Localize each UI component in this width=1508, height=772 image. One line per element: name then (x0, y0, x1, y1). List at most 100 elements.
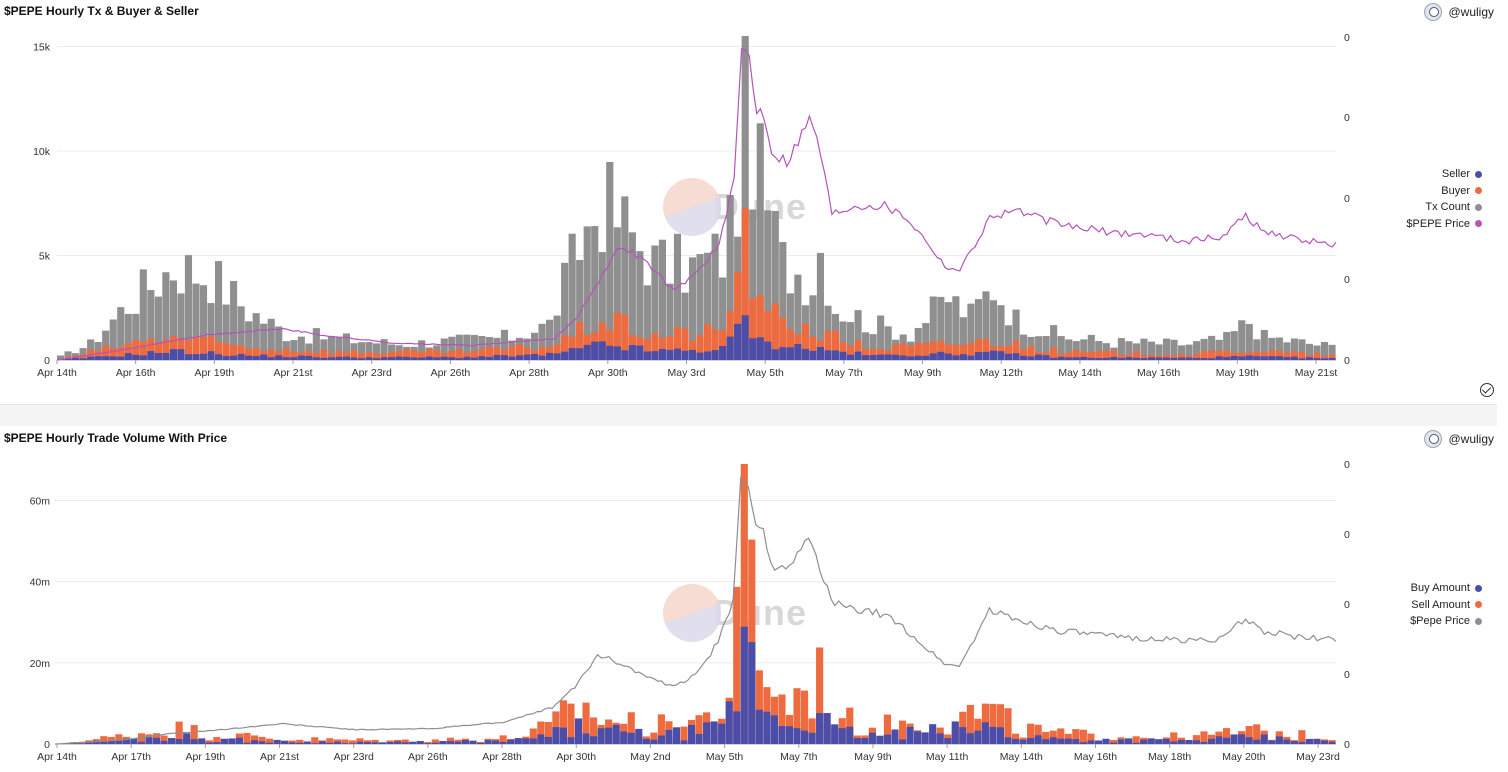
bar (1320, 358, 1329, 360)
bar (132, 340, 140, 360)
bar (162, 339, 170, 360)
bar (982, 291, 990, 360)
bar (1268, 350, 1276, 360)
bar (1298, 339, 1306, 360)
bar (704, 252, 712, 360)
bar (544, 736, 552, 744)
bar (590, 717, 598, 744)
bar (1238, 356, 1246, 360)
bar (154, 342, 162, 360)
bar (258, 741, 266, 744)
bar (380, 353, 388, 360)
bar (553, 344, 561, 360)
bar (1095, 341, 1103, 360)
pepe-price-dot-icon (1475, 617, 1482, 625)
bar (1245, 726, 1253, 744)
bar (199, 285, 208, 360)
legend-item-tx-count[interactable]: Tx Count (1406, 199, 1482, 216)
x-tick-label: Apr 28th (482, 751, 522, 763)
bar (553, 315, 561, 360)
bar (651, 332, 659, 360)
bar (1192, 740, 1200, 744)
bar (666, 349, 674, 360)
bar (673, 233, 682, 360)
bar (1170, 732, 1178, 744)
bar (365, 352, 373, 360)
legend-item-buy-amount[interactable]: Buy Amount (1410, 580, 1482, 597)
bar (213, 737, 221, 744)
legend-item-buyer[interactable]: Buyer (1406, 183, 1482, 200)
bar (72, 358, 80, 360)
bar (87, 356, 95, 360)
bar (183, 733, 191, 744)
bar (1080, 339, 1088, 360)
bar (544, 721, 552, 744)
legend-item-sell-amount[interactable]: Sell Amount (1410, 597, 1482, 614)
bar (559, 727, 567, 744)
check-circle-icon[interactable] (1480, 383, 1494, 397)
legend-item-pepe-price[interactable]: $Pepe Price (1410, 613, 1482, 630)
bar (1170, 355, 1178, 360)
author-link[interactable]: @wuligy (1424, 430, 1494, 448)
bar (944, 353, 952, 360)
author-link[interactable]: @wuligy (1424, 3, 1494, 21)
bar (658, 239, 667, 360)
bar (260, 323, 268, 360)
bar (1004, 345, 1013, 360)
bar (100, 736, 108, 744)
bar (1223, 350, 1231, 360)
bar (1245, 355, 1253, 360)
bar (831, 330, 840, 360)
bar (695, 715, 703, 744)
legend-item-pepe-price[interactable]: $PEPE Price (1406, 216, 1482, 233)
pepe-price-dot-icon (1475, 220, 1482, 228)
bar (771, 210, 779, 360)
bar (628, 232, 636, 360)
bar (296, 739, 304, 744)
bar (1155, 344, 1163, 360)
legend-item-seller[interactable]: Seller (1406, 166, 1482, 183)
bar (673, 348, 682, 360)
x-tick-label: May 23rd (1296, 751, 1340, 763)
bar (952, 355, 960, 360)
bar (1162, 338, 1171, 360)
bar (1178, 345, 1186, 360)
bar (1065, 352, 1073, 360)
bar (205, 742, 213, 744)
bar (117, 356, 125, 360)
bar (357, 358, 366, 360)
bar (1140, 739, 1148, 744)
bar (966, 733, 974, 744)
bar (854, 340, 862, 360)
bar (228, 738, 236, 744)
bar (568, 348, 576, 360)
x-tick-label: May 14th (1058, 367, 1101, 379)
bar (160, 740, 168, 744)
bar (576, 260, 584, 360)
bar (643, 338, 651, 360)
y-tick-label: 0 (44, 739, 50, 751)
bar (214, 354, 223, 360)
bar (996, 727, 1005, 744)
bar (79, 358, 87, 360)
bar (485, 346, 493, 360)
bar (363, 742, 372, 744)
bar (380, 339, 388, 360)
series-tx-count (57, 36, 1336, 360)
bar (824, 350, 832, 360)
bar (1095, 358, 1103, 360)
bar (1132, 357, 1140, 360)
bar (476, 742, 485, 744)
bar (267, 318, 275, 360)
x-tick-label: Apr 23rd (352, 367, 392, 379)
bar (395, 351, 403, 360)
x-tick-label: May 20th (1222, 751, 1265, 763)
bar (478, 356, 486, 360)
bar (643, 285, 651, 360)
bar (1117, 355, 1125, 360)
bar (1012, 353, 1020, 360)
bar (1208, 350, 1216, 360)
bar (846, 354, 855, 360)
bar (703, 722, 711, 744)
bar (764, 341, 772, 360)
